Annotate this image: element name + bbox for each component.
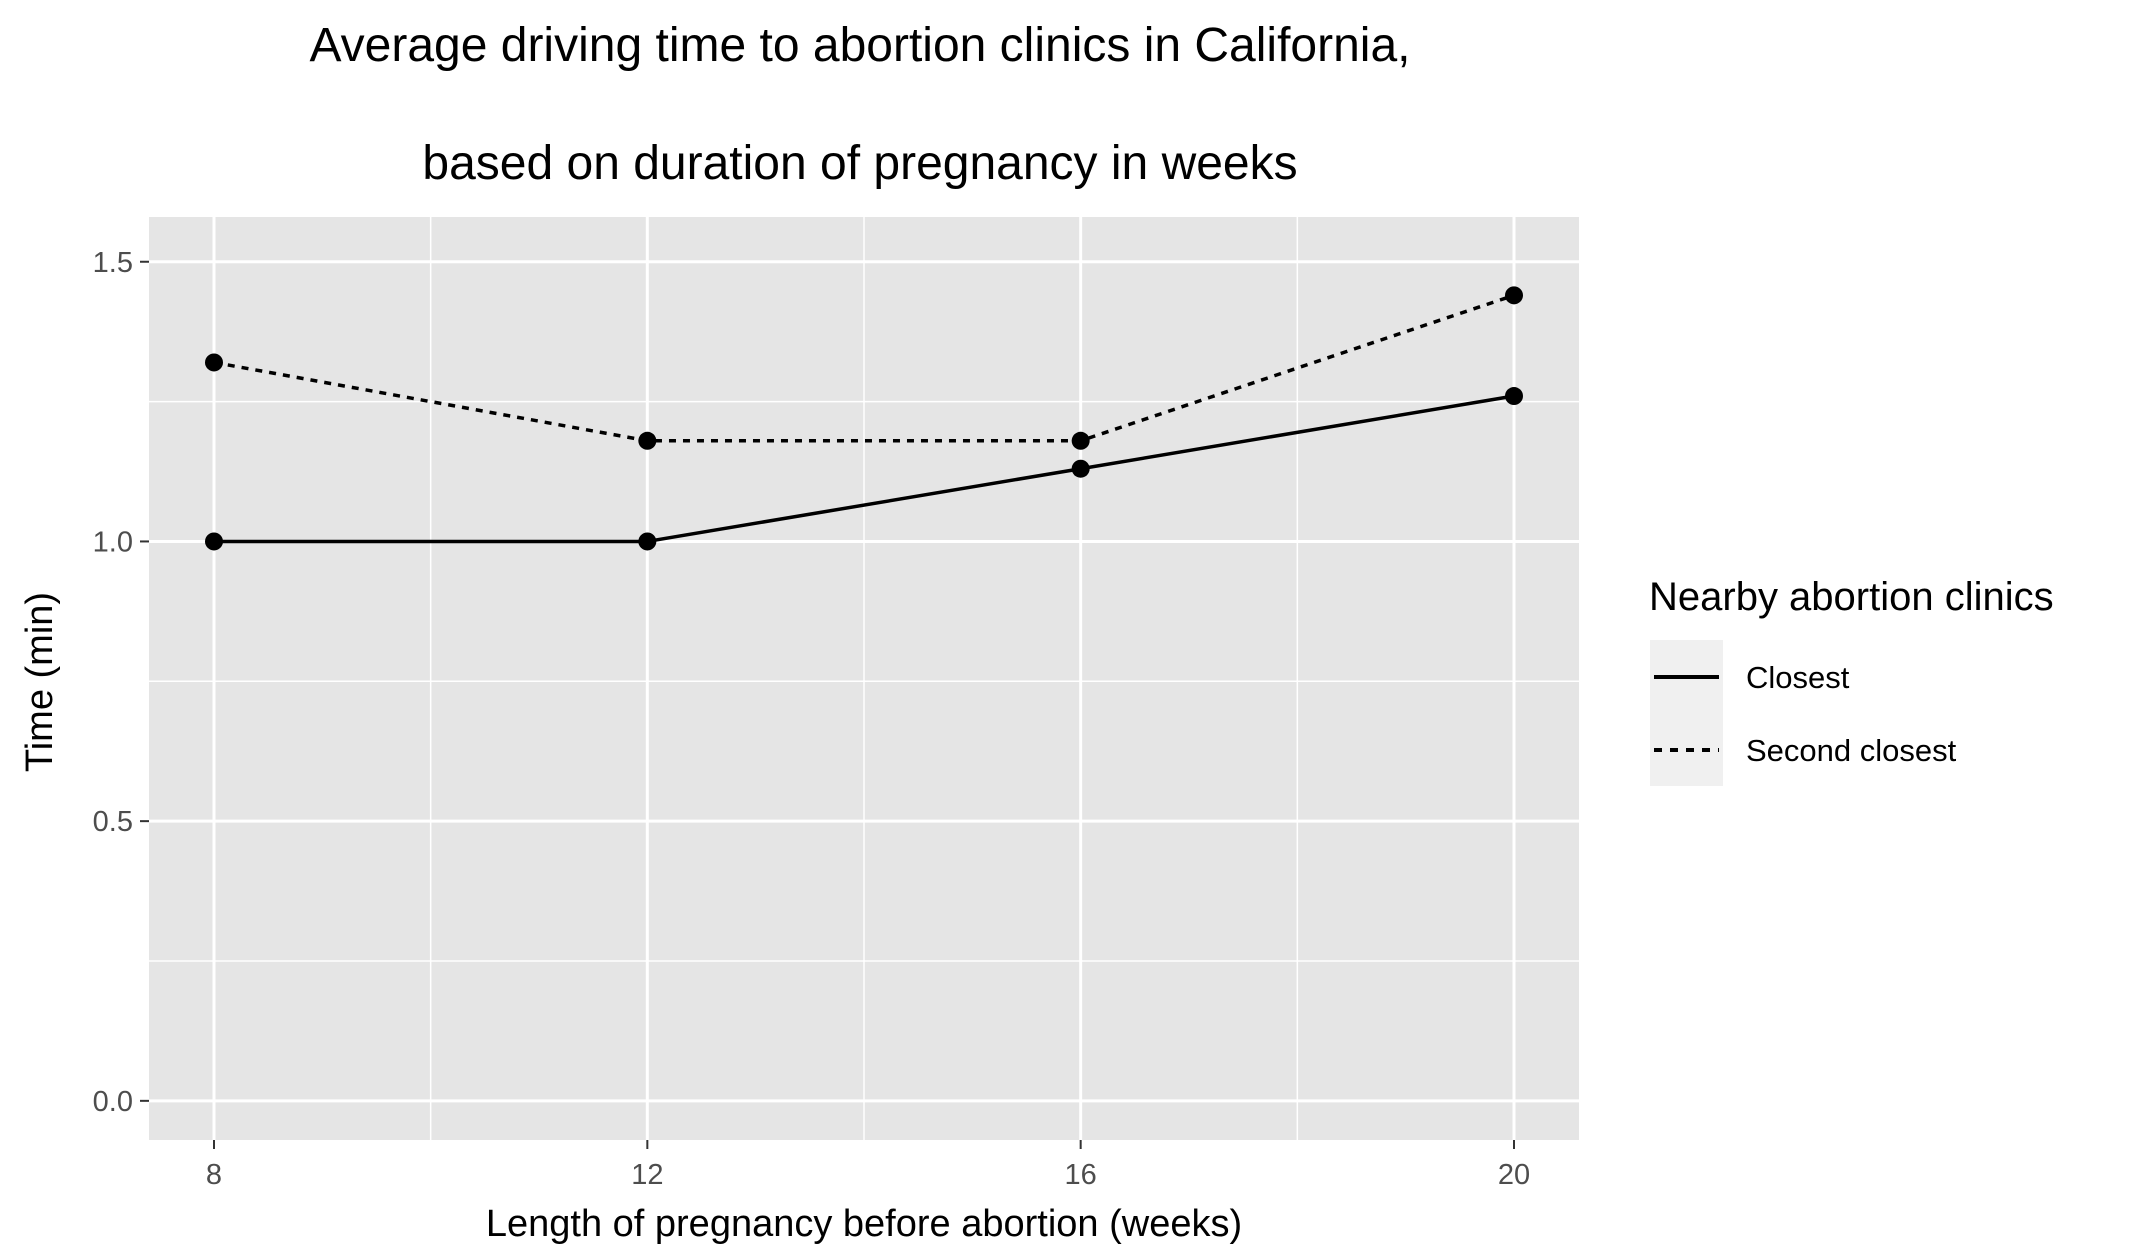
chart-subtitle: based on duration of pregnancy in weeks [422, 137, 1298, 190]
x-tick-label: 16 [1065, 1159, 1097, 1191]
data-point-second-closest [638, 431, 657, 450]
y-tick-label: 0.0 [93, 1086, 133, 1118]
x-axis-tick-labels: 8 12 16 20 [206, 1159, 1530, 1191]
data-point-closest [638, 532, 657, 551]
data-point-second-closest [1071, 431, 1090, 450]
x-tick-label: 12 [631, 1159, 663, 1191]
data-point-second-closest [1505, 286, 1523, 305]
legend: Nearby abortion clinics Closest Second c… [1649, 575, 2054, 786]
data-point-closest [205, 532, 223, 551]
axis-ticks [140, 260, 1515, 1149]
legend-label-second-closest: Second closest [1746, 733, 1957, 768]
legend-key-background [1650, 640, 1723, 786]
legend-label-closest: Closest [1746, 660, 1850, 695]
x-tick-label: 8 [206, 1159, 222, 1191]
data-point-closest [1505, 387, 1523, 406]
data-point-closest [1071, 459, 1090, 478]
series-points [205, 286, 1523, 551]
series-line-closest [214, 394, 1515, 544]
chart-title: Average driving time to abortion clinics… [309, 19, 1411, 72]
y-tick-label: 0.5 [93, 806, 133, 838]
data-point-second-closest [205, 353, 223, 372]
y-tick-label: 1.0 [93, 526, 133, 558]
series-lines [213, 293, 1515, 544]
x-axis-title: Length of pregnancy before abortion (wee… [486, 1203, 1242, 1245]
minor-gridlines [149, 217, 1579, 1140]
y-axis-title: Time (min) [19, 592, 61, 772]
x-tick-label: 20 [1498, 1159, 1530, 1191]
y-axis-tick-labels: 0.0 0.5 1.0 1.5 [93, 247, 133, 1118]
legend-title: Nearby abortion clinics [1649, 575, 2054, 619]
y-tick-label: 1.5 [93, 247, 133, 279]
